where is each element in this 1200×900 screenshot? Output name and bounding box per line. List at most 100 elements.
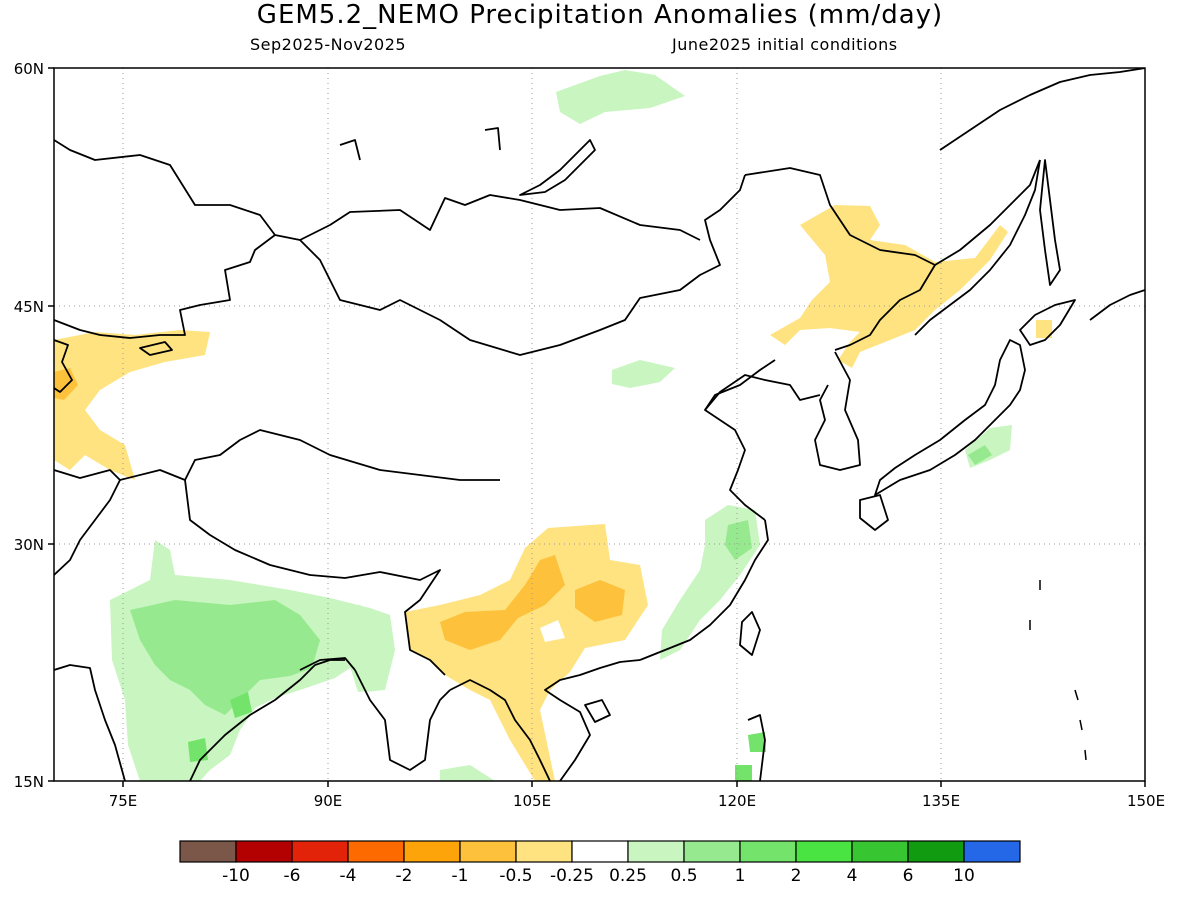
map-subtitle-period: Sep2025-Nov2025 (250, 35, 406, 54)
anomaly-southchina-negative-core-b (575, 580, 625, 622)
lake-balkhash-outline (139, 341, 173, 356)
lon-label-120e: 120E (718, 792, 756, 810)
legend-label-10: 2 (791, 866, 802, 886)
anomaly-southchina-negative-core-a (440, 555, 565, 650)
legend-swatch-11 (795, 840, 853, 863)
anomaly-hokkaido-negative (1036, 320, 1052, 338)
coastlines (54, 68, 1145, 781)
graticule (54, 68, 1145, 781)
islands-pacific-dots (1029, 580, 1087, 761)
lon-label-90e: 90E (314, 792, 343, 810)
legend-label-5: -0.5 (499, 866, 532, 886)
anomaly-centralasia-negative (54, 330, 210, 480)
legend-swatch-13 (907, 840, 965, 863)
coast-vietnam (544, 659, 641, 781)
anomaly-philippines-positive (748, 732, 766, 752)
island-taiwan (739, 611, 761, 656)
border-china-tibet-north (184, 429, 500, 481)
border-russia-mongolia (299, 194, 701, 241)
coast-india-west (54, 664, 126, 781)
legend-swatch-5 (459, 840, 517, 863)
lon-label-150e: 150E (1127, 792, 1165, 810)
legend-label-12: 6 (903, 866, 914, 886)
map-frame (53, 67, 1146, 782)
lat-label-30n: 30N (14, 536, 44, 554)
legend-label-13: 10 (953, 866, 975, 886)
coast-korea (814, 351, 861, 471)
lake-ob-marks (339, 139, 361, 161)
legend-swatch-7 (571, 840, 629, 863)
lat-label-15n: 15N (14, 773, 44, 791)
legend-label-4: -1 (452, 866, 469, 886)
border-himalaya (119, 469, 446, 676)
legend-swatch-1 (235, 840, 293, 863)
coast-okhotsk (939, 68, 1145, 151)
border-russia-east (934, 159, 1041, 266)
legend-swatch-3 (347, 840, 405, 863)
island-kyushu (859, 494, 889, 531)
legend-labels: -10 -6 -4 -2 -1 -0.5 -0.25 0.25 0.5 1 2 4 6 10 (222, 866, 975, 886)
lat-label-45n: 45N (14, 298, 44, 316)
anomaly-india-positive-strong (230, 692, 252, 718)
coast-china-east (704, 359, 776, 521)
coast-india-east (189, 659, 345, 781)
legend-label-3: -2 (396, 866, 413, 886)
legend-label-11: 4 (847, 866, 858, 886)
anomaly-southchina-neutral (540, 620, 565, 642)
anomaly-japan-positive-core (968, 445, 992, 465)
axis-ticks (48, 67, 1146, 787)
legend-label-6: -0.25 (550, 866, 594, 886)
anomaly-mongolia-positive (612, 360, 675, 388)
border-afghanistan-pakistan (54, 469, 121, 576)
legend-swatch-2 (291, 840, 349, 863)
legend-swatch-8 (627, 840, 685, 863)
latitude-labels: 60N 45N 30N 15N (14, 60, 44, 791)
anomaly-siberia-positive (556, 70, 685, 124)
legend-swatch-12 (851, 840, 909, 863)
coast-primorye (914, 159, 1041, 336)
legend-swatch-10 (739, 840, 797, 863)
legend-swatch-4 (403, 840, 461, 863)
map-subtitle-init: June2025 initial conditions (671, 35, 898, 54)
lat-label-60n: 60N (14, 60, 44, 78)
legend-swatch-9 (683, 840, 741, 863)
coast-kamchatka-south (1089, 289, 1145, 321)
coast-bangladesh (299, 657, 356, 671)
border-china-manchuria (744, 167, 936, 351)
island-sakhalin (1039, 159, 1061, 286)
legend-label-9: 1 (735, 866, 746, 886)
legend-swatch-6 (515, 840, 573, 863)
border-kazakhstan-china (274, 174, 746, 356)
anomaly-india-positive-strong-b (188, 738, 208, 762)
caspian-sea-outline (54, 339, 73, 393)
lake-yenisei-marks (484, 127, 501, 151)
lon-label-105e: 105E (513, 792, 551, 810)
coast-myanmar (354, 669, 451, 771)
legend-colorbar (179, 840, 1021, 863)
island-luzon (747, 714, 766, 781)
map-area (54, 68, 1145, 781)
lon-label-135e: 135E (922, 792, 960, 810)
coast-bohai (704, 374, 821, 411)
longitude-labels: 75E 90E 105E 120E 135E 150E (109, 792, 1165, 810)
lon-label-75e: 75E (109, 792, 138, 810)
coast-china-south (639, 519, 769, 661)
legend-label-0: -10 (222, 866, 250, 886)
legend-label-8: 0.5 (670, 866, 697, 886)
island-hokkaido (1019, 299, 1076, 346)
anomaly-manchuria-negative (770, 205, 1008, 368)
legend-swatch-14 (963, 840, 1021, 863)
anomaly-philippines-positive-b (735, 765, 752, 781)
legend-label-2: -4 (340, 866, 357, 886)
anomaly-shading (54, 70, 1052, 781)
border-kazakhstan (54, 139, 276, 339)
anomaly-seasia-positive (440, 765, 495, 781)
map-title: GEM5.2_NEMO Precipitation Anomalies (mm/… (257, 0, 943, 30)
lake-baikal-outline (519, 139, 596, 196)
island-honshu (874, 339, 1026, 496)
anomaly-eastchina-positive-core (725, 520, 752, 560)
border-indochina (449, 679, 551, 781)
legend-swatch-0 (179, 840, 237, 863)
island-hainan (584, 699, 611, 723)
